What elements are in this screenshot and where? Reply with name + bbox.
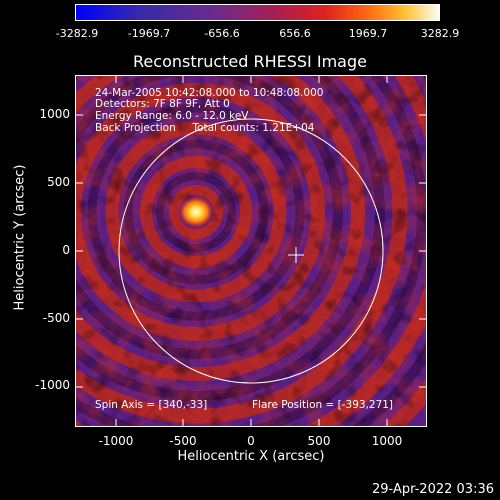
x-tick-500: 500 bbox=[307, 434, 331, 448]
colorbar-tick-2: -656.6 bbox=[204, 27, 240, 40]
colorbar bbox=[75, 4, 440, 21]
spin-axis-marker bbox=[288, 247, 304, 263]
y-tick-neg1000: -1000 bbox=[35, 378, 70, 392]
colorbar-tick-0: -3282.9 bbox=[55, 27, 99, 40]
x-tick-1000: 1000 bbox=[371, 434, 403, 448]
colorbar-tick-3: 656.6 bbox=[279, 27, 311, 40]
y-tick-1000: 1000 bbox=[39, 107, 70, 121]
y-tick-0: 0 bbox=[62, 243, 70, 257]
flare-position-label: Flare Position = [-393,271] bbox=[252, 399, 394, 411]
y-axis-label: Heliocentric Y (arcsec) bbox=[12, 164, 28, 311]
rhessi-image-plot bbox=[75, 75, 427, 427]
x-axis-label: Heliocentric X (arcsec) bbox=[177, 449, 325, 464]
x-tick-0: 0 bbox=[247, 434, 255, 448]
colorbar-tick-1: -1969.7 bbox=[127, 27, 171, 40]
x-tick-neg500: -500 bbox=[169, 434, 197, 448]
info-energy-range: Energy Range: 6.0 - 12.0 keV bbox=[95, 110, 249, 122]
x-tick-neg1000: -1000 bbox=[98, 434, 134, 448]
colorbar-tick-5: 3282.9 bbox=[420, 27, 460, 40]
info-time-range: 24-Mar-2005 10:42:08.000 to 10:48:08.000 bbox=[95, 87, 324, 99]
plot-title: Reconstructed RHESSI Image bbox=[133, 52, 367, 71]
solar-limb-circle bbox=[118, 118, 384, 384]
y-tick-500: 500 bbox=[47, 175, 70, 189]
spin-axis-label: Spin Axis = [340,-33] bbox=[95, 399, 208, 411]
flare-source bbox=[178, 196, 214, 228]
colorbar-tick-4: 1969.7 bbox=[348, 27, 388, 40]
y-tick-neg500: -500 bbox=[42, 311, 70, 325]
info-detectors: Detectors: 7F 8F 9F, Att 0 bbox=[95, 98, 230, 110]
info-method-counts: Back Projection Total counts: 1.21E+04 bbox=[95, 122, 315, 134]
footer-timestamp: 29-Apr-2022 03:36 bbox=[372, 482, 494, 497]
